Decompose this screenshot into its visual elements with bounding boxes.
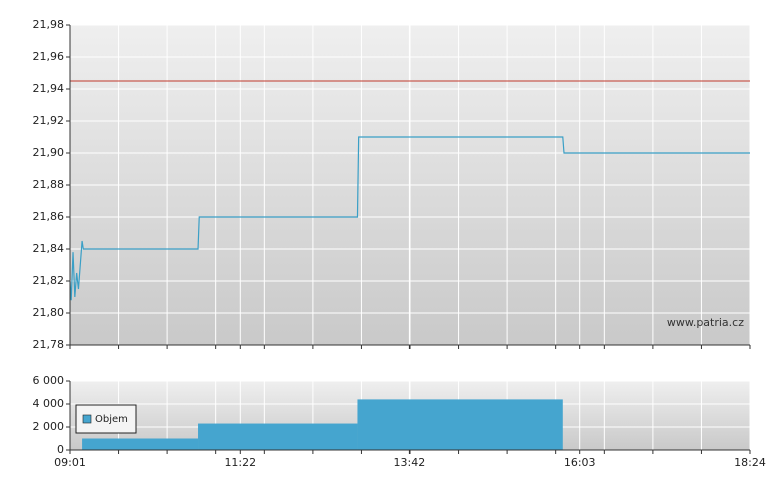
x-tick-label: 11:22 — [224, 456, 256, 469]
y-tick-label: 21,82 — [33, 274, 65, 287]
y-tick-label: 21,84 — [33, 242, 65, 255]
legend: Objem — [75, 404, 137, 434]
y-tick-label: 6 000 — [33, 374, 65, 387]
y-tick-label: 21,86 — [33, 210, 65, 223]
y-tick-label: 21,80 — [33, 306, 65, 319]
x-tick-label: 13:42 — [394, 456, 426, 469]
x-tick-label: 16:03 — [564, 456, 596, 469]
price-line — [69, 136, 750, 301]
volume-bar — [82, 438, 199, 450]
y-tick-label: 21,94 — [33, 82, 65, 95]
y-tick-label: 2 000 — [33, 420, 65, 433]
legend-swatch — [82, 414, 92, 424]
watermark: www.patria.cz — [667, 316, 744, 329]
y-tick-label: 21,78 — [33, 338, 65, 351]
y-tick-label: 21,92 — [33, 114, 65, 127]
volume-bar — [357, 399, 563, 450]
y-tick-label: 0 — [57, 443, 64, 456]
y-tick-label: 4 000 — [33, 397, 65, 410]
volume-bar — [198, 423, 358, 450]
y-tick-label: 21,98 — [33, 18, 65, 31]
y-tick-label: 21,90 — [33, 146, 65, 159]
legend-label: Objem — [95, 414, 128, 425]
x-tick-label: 18:24 — [734, 456, 766, 469]
y-tick-label: 21,88 — [33, 178, 65, 191]
x-tick-label: 09:01 — [54, 456, 86, 469]
y-tick-label: 21,96 — [33, 50, 65, 63]
